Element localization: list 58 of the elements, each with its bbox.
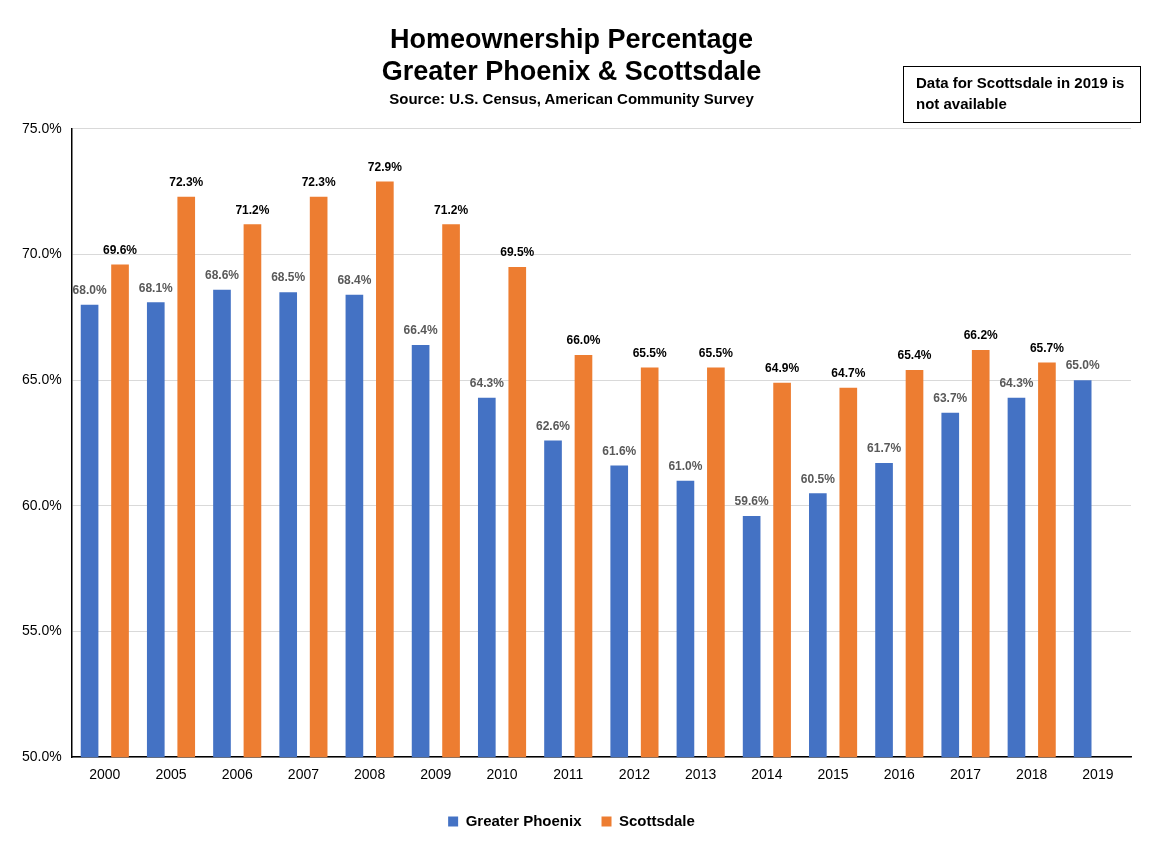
data-label: 68.6% <box>204 267 240 282</box>
data-label: 59.6% <box>734 494 769 509</box>
y-tick-label: 55.0% <box>21 622 62 639</box>
x-tick-label: 2011 <box>553 766 584 783</box>
x-tick-label: 2013 <box>685 766 717 783</box>
data-label: 68.5% <box>271 270 306 285</box>
y-tick-label: 65.0% <box>21 371 62 388</box>
data-label: 65.4% <box>897 348 932 363</box>
data-label: 72.3% <box>169 174 204 189</box>
x-tick-label: 2005 <box>155 766 187 783</box>
y-tick-label: 60.0% <box>21 496 62 513</box>
data-label: 61.7% <box>867 441 902 456</box>
data-label: 72.9% <box>367 159 403 174</box>
x-tick-label: 2006 <box>221 766 253 783</box>
data-label: 72.3% <box>301 174 336 189</box>
data-label: 61.6% <box>602 443 637 458</box>
x-tick-label: 2018 <box>1016 766 1048 783</box>
x-tick-label: 2008 <box>354 766 386 783</box>
data-label: 60.5% <box>800 471 836 486</box>
y-tick-label: 50.0% <box>21 748 62 765</box>
x-tick-label: 2007 <box>287 766 320 783</box>
x-tick-label: 2016 <box>883 766 916 783</box>
data-label: 61.0% <box>668 459 703 474</box>
data-label: 65.7% <box>1029 340 1065 355</box>
data-label: 66.4% <box>403 323 438 338</box>
chart-subtitle: Source: U.S. Census, American Community Survey <box>389 89 755 107</box>
x-tick-label: 2000 <box>89 766 121 783</box>
data-label: 64.3% <box>469 376 505 391</box>
data-label: 66.2% <box>963 328 999 343</box>
y-tick-label: 75.0% <box>21 119 62 136</box>
data-label: 68.0% <box>72 283 107 298</box>
data-label: 71.2% <box>235 202 270 217</box>
data-label: 69.5% <box>500 245 535 260</box>
x-tick-label: 2012 <box>618 766 651 783</box>
data-label: 64.3% <box>999 376 1034 391</box>
data-label: 65.5% <box>698 345 734 360</box>
data-label: 62.6% <box>536 418 571 433</box>
data-label: 71.2% <box>434 202 469 217</box>
x-tick-label: 2009 <box>420 766 452 783</box>
data-label: 69.6% <box>103 242 138 257</box>
data-label: 65.0% <box>1065 358 1101 373</box>
chart-title: Homeownership Percentage Greater Phoenix & Scottsdale <box>381 23 762 87</box>
legend-label: Greater Phoenix <box>465 811 583 829</box>
x-tick-label: 2010 <box>486 766 518 783</box>
data-label: 63.7% <box>933 391 968 406</box>
data-label: 64.9% <box>765 360 800 375</box>
y-tick-label: 70.0% <box>21 245 62 262</box>
data-label: 66.0% <box>566 333 601 348</box>
text: Data for Scottsdale in 2019 is not available <box>916 73 1126 114</box>
x-tick-label: 2019 <box>1082 766 1114 783</box>
x-tick-label: 2015 <box>817 766 849 783</box>
data-label: 64.7% <box>831 366 866 381</box>
legend-label: Scottsdale <box>619 811 695 829</box>
x-tick-label: 2014 <box>751 766 783 783</box>
data-label: 68.1% <box>138 280 174 295</box>
x-tick-label: 2017 <box>949 766 982 783</box>
data-label: 65.5% <box>632 345 668 360</box>
data-label: 68.4% <box>337 273 372 288</box>
